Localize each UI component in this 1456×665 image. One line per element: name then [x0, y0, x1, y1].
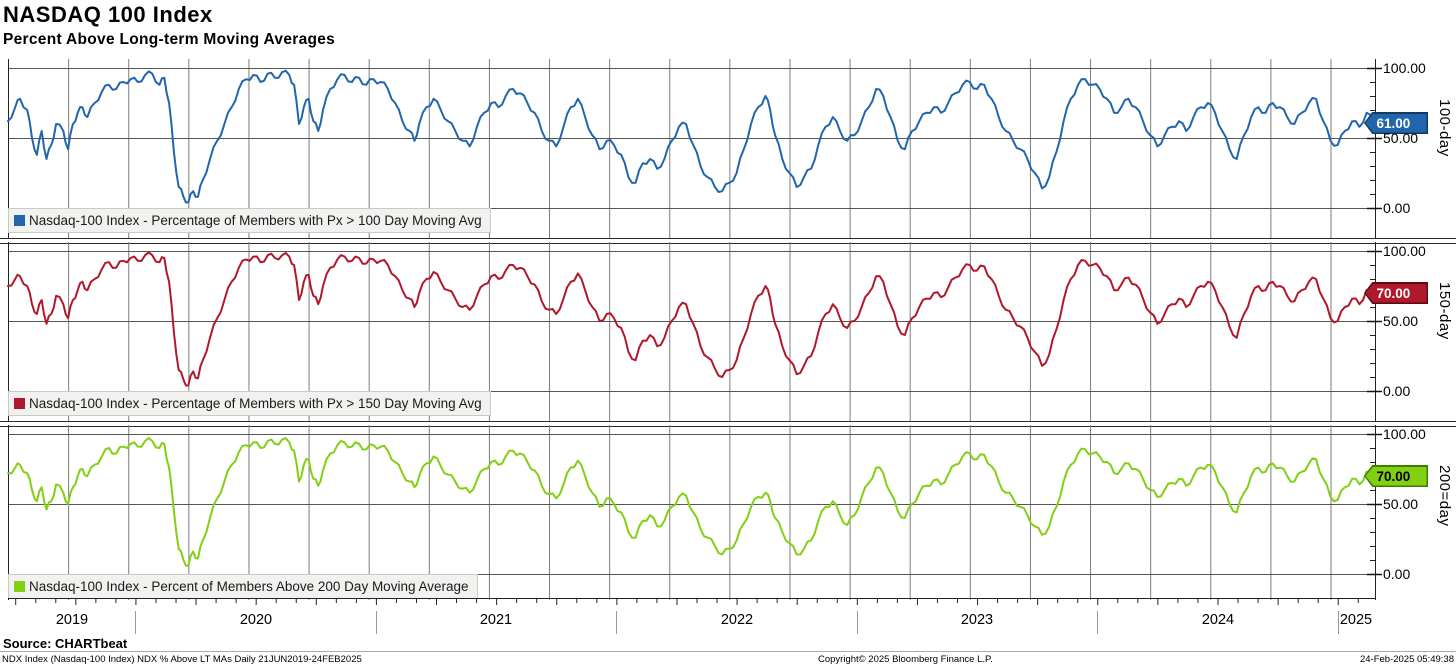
axis-lines — [8, 425, 1382, 600]
y-axis-tick-label: 100.00 — [1383, 60, 1426, 76]
legend-label: Nasdaq-100 Index - Percent of Members Ab… — [29, 579, 469, 594]
legend-swatch-icon — [14, 398, 25, 409]
x-axis-year-strip: 2019 2020 2021 2022 2023 2024 2025 — [0, 611, 1456, 635]
legend-swatch-icon — [14, 581, 25, 592]
panel-separator — [0, 238, 1456, 244]
year-separator — [135, 611, 136, 634]
footer-timestamp: 24-Feb-2025 05:49:38 — [1359, 654, 1454, 665]
x-axis-year-label: 2023 — [960, 612, 994, 628]
axis-lines — [8, 59, 1382, 238]
panel-100day-plot — [7, 59, 1382, 238]
legend-100day: Nasdaq-100 Index - Percentage of Members… — [8, 208, 491, 233]
y-axis-tick-label: 0.00 — [1383, 383, 1411, 399]
legend-150day: Nasdaq-100 Index - Percentage of Members… — [8, 391, 491, 416]
panel-200day: Nasdaq-100 Index - Percent of Members Ab… — [0, 425, 1456, 600]
data-line — [7, 251, 1375, 387]
footer-copyright: Copyright© 2025 Bloomberg Finance L.P. — [818, 654, 993, 665]
x-axis-line — [8, 598, 1376, 605]
footer-bar: NDX Index (Nasdaq-100 Index) NDX % Above… — [0, 651, 1456, 665]
gridlines — [8, 59, 1375, 238]
source-line: Source: CHARTbeat — [3, 636, 128, 651]
year-separator — [616, 611, 617, 634]
last-value-label: 70.00 — [1365, 466, 1427, 486]
y-axis-tick-label: 0.00 — [1383, 200, 1411, 216]
year-separator — [1338, 611, 1339, 634]
last-value-tag-150day: 70.00 — [1364, 282, 1428, 304]
panel-150day: Nasdaq-100 Index - Percentage of Members… — [0, 242, 1456, 421]
x-axis-year-label: 2022 — [720, 612, 754, 628]
x-axis-year-label: 2025 — [1339, 612, 1373, 628]
panel-axis-title-150day: 150-day — [1436, 282, 1453, 340]
x-axis-year-label: 2021 — [479, 612, 513, 628]
y-axis-tick-label: 100.00 — [1383, 243, 1426, 259]
y-axis-tick-label: 50.00 — [1383, 313, 1419, 329]
y-axis-tick-label: 50.00 — [1383, 130, 1419, 146]
y-axis-tick-label: 50.00 — [1383, 496, 1419, 512]
legend-200day: Nasdaq-100 Index - Percent of Members Ab… — [8, 574, 478, 599]
x-axis-year-label: 2020 — [239, 612, 273, 628]
x-axis-year-label: 2024 — [1201, 612, 1235, 628]
legend-label: Nasdaq-100 Index - Percentage of Members… — [29, 213, 482, 228]
x-axis — [8, 598, 1376, 605]
chart-subtitle: Percent Above Long-term Moving Averages — [3, 31, 336, 48]
footer-security-info: NDX Index (Nasdaq-100 Index) NDX % Above… — [2, 654, 362, 665]
data-line — [7, 69, 1375, 204]
data-line — [7, 437, 1375, 567]
chart-title: NASDAQ 100 Index — [3, 2, 213, 27]
panel-axis-title-200day: 200=day — [1436, 465, 1453, 527]
last-value-tag-200day: 70.00 — [1364, 465, 1428, 487]
panel-separator — [0, 421, 1456, 427]
last-value-tag-100day: 61.00 — [1364, 112, 1428, 134]
panel-200day-plot — [7, 425, 1382, 600]
y-axis-tick-label: 0.00 — [1383, 566, 1411, 582]
legend-swatch-icon — [14, 215, 25, 226]
panel-100day: Nasdaq-100 Index - Percentage of Members… — [0, 59, 1456, 238]
y-axis-tick-label: 100.00 — [1383, 426, 1426, 442]
year-separator — [1097, 611, 1098, 634]
year-separator — [376, 611, 377, 634]
x-axis-year-label: 2019 — [55, 612, 89, 628]
panel-axis-title-100day: 100-day — [1436, 99, 1453, 157]
year-separator — [857, 611, 858, 634]
last-value-label: 70.00 — [1365, 283, 1427, 303]
last-value-label: 61.00 — [1365, 113, 1427, 133]
legend-label: Nasdaq-100 Index - Percentage of Members… — [29, 396, 482, 411]
gridlines — [8, 425, 1375, 600]
